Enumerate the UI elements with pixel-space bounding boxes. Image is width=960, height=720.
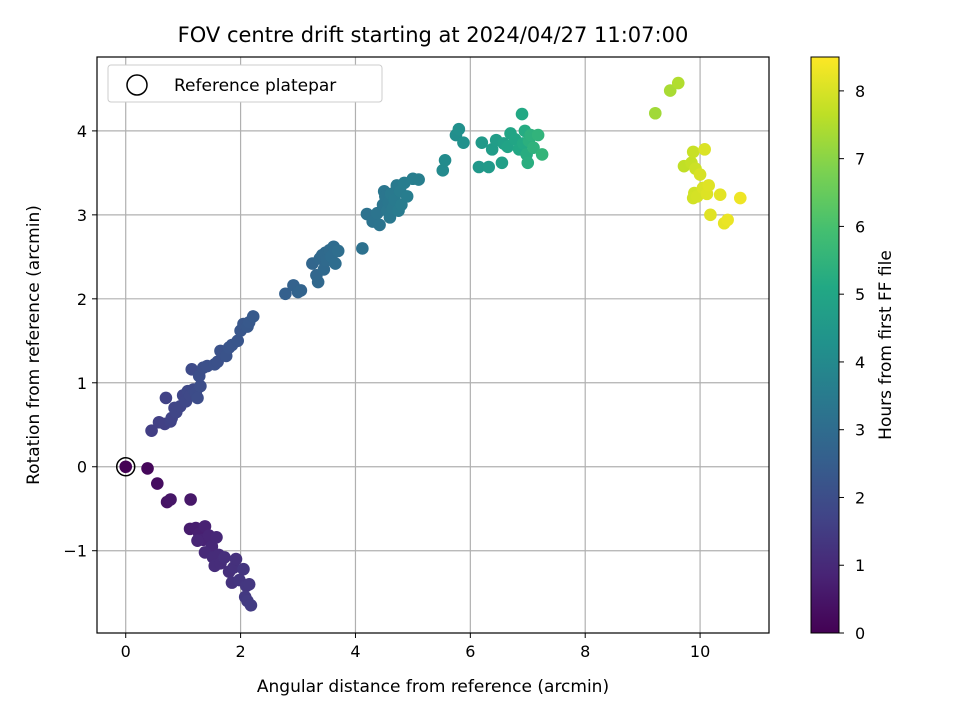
data-point: [191, 534, 204, 547]
data-point: [648, 106, 662, 120]
data-point: [663, 84, 677, 97]
data-point: [279, 287, 292, 301]
colorbar-tick-label: 4: [855, 353, 865, 372]
data-point: [495, 156, 509, 170]
data-point: [159, 391, 173, 405]
x-tick-label: 8: [580, 642, 590, 661]
data-point: [693, 168, 707, 181]
y-axis-label: Rotation from reference (arcmin): [24, 205, 44, 485]
data-point: [184, 493, 197, 506]
data-point: [164, 493, 177, 506]
data-point: [237, 562, 250, 576]
data-point: [210, 530, 223, 544]
data-point: [531, 128, 545, 142]
data-point: [686, 145, 700, 159]
colorbar-ticks: 0 1 2 3 4 5 6 7 8: [839, 82, 865, 643]
x-axis-label: Angular distance from reference (arcmin): [257, 677, 609, 697]
data-point: [698, 143, 711, 156]
colorbar-label: Hours from first FF file: [876, 250, 896, 440]
data-point: [329, 257, 342, 270]
y-tick-label: 4: [77, 122, 87, 141]
data-point: [356, 242, 369, 255]
reference-marker: [115, 456, 136, 477]
chart-title: FOV centre drift starting at 2024/04/27 …: [178, 23, 689, 47]
data-point: [331, 244, 345, 258]
plot-frame: [96, 56, 770, 634]
x-axis: 0 2 4 6 8 10: [121, 633, 710, 661]
colorbar-gradient: [810, 56, 840, 634]
colorbar-tick-label: 3: [855, 421, 865, 440]
data-point: [231, 334, 245, 348]
data-point: [373, 218, 386, 232]
data-point: [400, 190, 414, 203]
y-tick-label: 2: [77, 290, 87, 309]
data-point: [229, 552, 243, 566]
data-point: [151, 477, 164, 490]
data-point: [457, 136, 470, 149]
data-point: [436, 164, 450, 177]
data-point: [702, 179, 715, 192]
data-point: [438, 153, 452, 167]
colorbar-tick-label: 8: [855, 82, 865, 101]
y-tick-label: 0: [77, 458, 87, 477]
data-point: [713, 188, 727, 202]
data-point: [475, 136, 489, 149]
data-point: [145, 424, 158, 437]
y-tick-label: 1: [77, 374, 87, 393]
data-point: [671, 76, 685, 90]
data-point: [515, 107, 529, 121]
data-point: [733, 191, 747, 205]
data-point: [191, 391, 204, 405]
colorbar-tick-label: 0: [855, 624, 865, 643]
x-tick-label: 0: [121, 642, 131, 661]
data-point: [482, 160, 496, 174]
data-point: [311, 275, 325, 289]
scatter-points: [119, 76, 747, 612]
data-point: [194, 379, 207, 393]
data-point: [527, 141, 540, 154]
y-axis: −1 0 1 2 3 4: [63, 122, 97, 561]
data-point: [141, 462, 154, 475]
y-tick-label: −1: [63, 542, 87, 561]
data-point: [535, 148, 549, 161]
colorbar-tick-label: 5: [855, 285, 865, 304]
data-point: [452, 122, 466, 136]
data-point: [242, 578, 256, 591]
colorbar-tick-label: 1: [855, 556, 865, 575]
legend-label: Reference platepar: [174, 76, 336, 96]
data-point: [472, 160, 486, 174]
colorbar-tick-label: 6: [855, 217, 865, 236]
data-point: [119, 460, 133, 474]
legend-marker-icon: [126, 74, 148, 96]
data-point: [704, 208, 717, 222]
colorbar: 0 1 2 3 4 5 6 7 8 Hours from first FF file: [810, 56, 896, 643]
legend-box: [107, 64, 383, 103]
data-point: [218, 551, 231, 564]
data-point: [721, 213, 734, 227]
data-point: [521, 156, 535, 170]
data-point: [244, 598, 258, 612]
data-point: [412, 173, 425, 186]
x-tick-label: 6: [465, 642, 475, 661]
colorbar-tick-label: 7: [855, 150, 865, 169]
data-point: [294, 284, 308, 297]
legend: Reference platepar: [107, 64, 383, 103]
y-tick-label: 3: [77, 206, 87, 225]
x-tick-label: 10: [690, 642, 710, 661]
data-point: [246, 310, 260, 323]
x-tick-label: 2: [235, 642, 245, 661]
x-tick-label: 4: [350, 642, 360, 661]
colorbar-tick-label: 2: [855, 488, 865, 507]
